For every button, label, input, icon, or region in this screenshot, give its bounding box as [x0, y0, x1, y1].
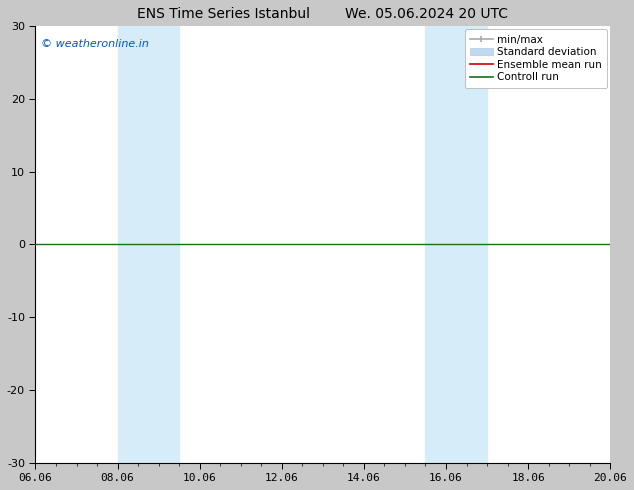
Legend: min/max, Standard deviation, Ensemble mean run, Controll run: min/max, Standard deviation, Ensemble me…: [465, 29, 607, 88]
Title: ENS Time Series Istanbul        We. 05.06.2024 20 UTC: ENS Time Series Istanbul We. 05.06.2024 …: [138, 7, 508, 21]
Bar: [117, 26, 179, 463]
Bar: [425, 26, 487, 463]
Text: © weatheronline.in: © weatheronline.in: [41, 39, 149, 49]
